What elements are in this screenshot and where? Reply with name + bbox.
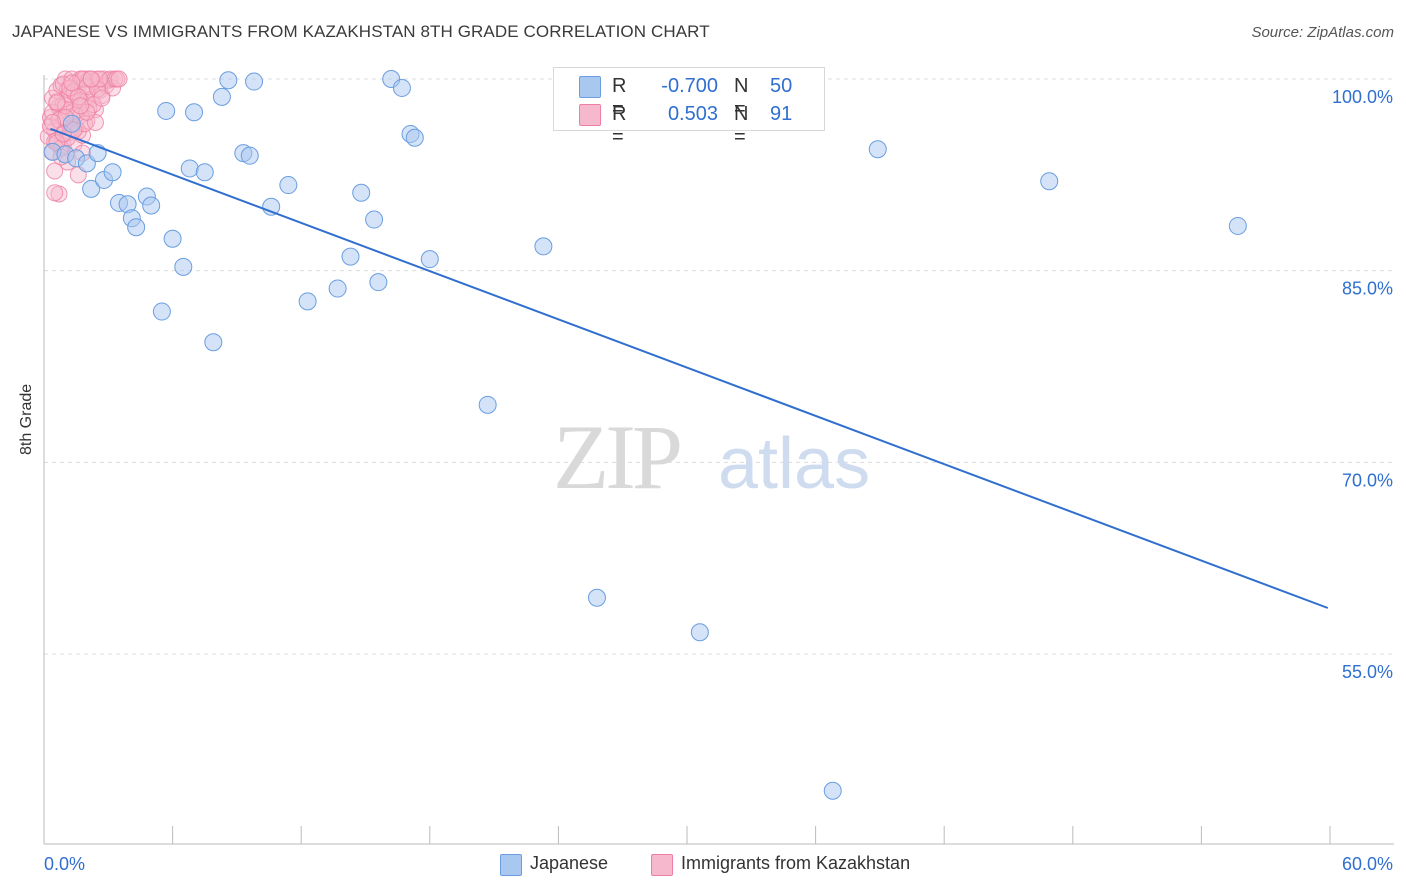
- japanese-point: [329, 280, 346, 297]
- japanese-point: [588, 589, 605, 606]
- japanese-point: [393, 79, 410, 96]
- legend-n-value: 50: [770, 75, 792, 98]
- japanese-point: [143, 197, 160, 214]
- japanese-point: [153, 303, 170, 320]
- japanese-point: [535, 238, 552, 255]
- legend: R = -0.700 N = 50 R = 0.503 N = 91: [553, 67, 825, 131]
- japanese-point: [175, 258, 192, 275]
- japanese-point: [353, 184, 370, 201]
- kazakhstan-point: [111, 71, 127, 87]
- japanese-point: [824, 782, 841, 799]
- japanese-point: [128, 219, 145, 236]
- y-tick-labels: 55.0% 70.0% 85.0% 100.0%: [1332, 87, 1393, 682]
- japanese-point: [280, 177, 297, 194]
- japanese-point: [342, 248, 359, 265]
- japanese-point: [213, 88, 230, 105]
- gridlines: [44, 79, 1394, 654]
- legend-swatch-kazakhstan: [579, 104, 601, 126]
- japanese-point: [421, 251, 438, 268]
- japanese-point: [869, 141, 886, 158]
- kazakhstan-points: [40, 71, 127, 202]
- y-tick-label: 70.0%: [1342, 470, 1393, 490]
- japanese-point: [366, 211, 383, 228]
- y-axis-title: 8th Grade: [18, 384, 36, 455]
- japanese-point: [263, 198, 280, 215]
- japanese-point: [186, 104, 203, 121]
- y-tick-label: 55.0%: [1342, 662, 1393, 682]
- legend-r-value: 0.503: [646, 103, 718, 126]
- kazakhstan-point: [94, 90, 110, 106]
- japanese-point: [1229, 217, 1246, 234]
- legend-swatch-japanese: [579, 76, 601, 98]
- japanese-point: [299, 293, 316, 310]
- bottom-legend-label-kazakhstan: Immigrants from Kazakhstan: [681, 853, 910, 874]
- watermark-zip: ZIP: [553, 406, 680, 508]
- kazakhstan-point: [83, 71, 99, 87]
- japanese-point: [241, 147, 258, 164]
- bottom-legend: Japanese Immigrants from Kazakhstan: [0, 852, 1406, 878]
- watermark-atlas: atlas: [718, 424, 870, 504]
- bottom-legend-label-japanese: Japanese: [530, 853, 608, 874]
- japanese-point: [220, 72, 237, 89]
- japanese-point: [63, 115, 80, 132]
- watermark: ZIP atlas: [553, 406, 870, 508]
- kazakhstan-point: [64, 75, 80, 91]
- japanese-point: [370, 274, 387, 291]
- trendline-group: [50, 129, 1327, 608]
- japanese-point: [691, 624, 708, 641]
- y-tick-label: 85.0%: [1342, 279, 1393, 299]
- scatter-chart: ZIP atlas 55.0%70.0%85.0%100.0% 0.0% 60.0…: [0, 0, 1406, 892]
- bottom-legend-swatch-japanese: [500, 854, 522, 876]
- legend-n-label: N =: [734, 103, 748, 149]
- kazakhstan-point: [47, 185, 63, 201]
- japanese-point: [104, 164, 121, 181]
- kazakhstan-point: [49, 94, 65, 110]
- japanese-point: [479, 396, 496, 413]
- japanese-point: [196, 164, 213, 181]
- japanese-point: [158, 102, 175, 119]
- legend-r-value: -0.700: [646, 75, 718, 98]
- japanese-point: [164, 230, 181, 247]
- x-ticks: [44, 826, 1330, 844]
- kazakhstan-point: [72, 98, 88, 114]
- bottom-legend-swatch-kazakhstan: [651, 854, 673, 876]
- legend-r-label: R =: [612, 103, 626, 149]
- japanese-point: [406, 129, 423, 146]
- y-tick-label: 100.0%: [1332, 87, 1393, 107]
- japanese-point: [205, 334, 222, 351]
- japanese-point: [1041, 173, 1058, 190]
- legend-n-value: 91: [770, 103, 792, 126]
- japanese-point: [181, 160, 198, 177]
- japanese-point: [246, 73, 263, 90]
- trendline: [50, 129, 1327, 608]
